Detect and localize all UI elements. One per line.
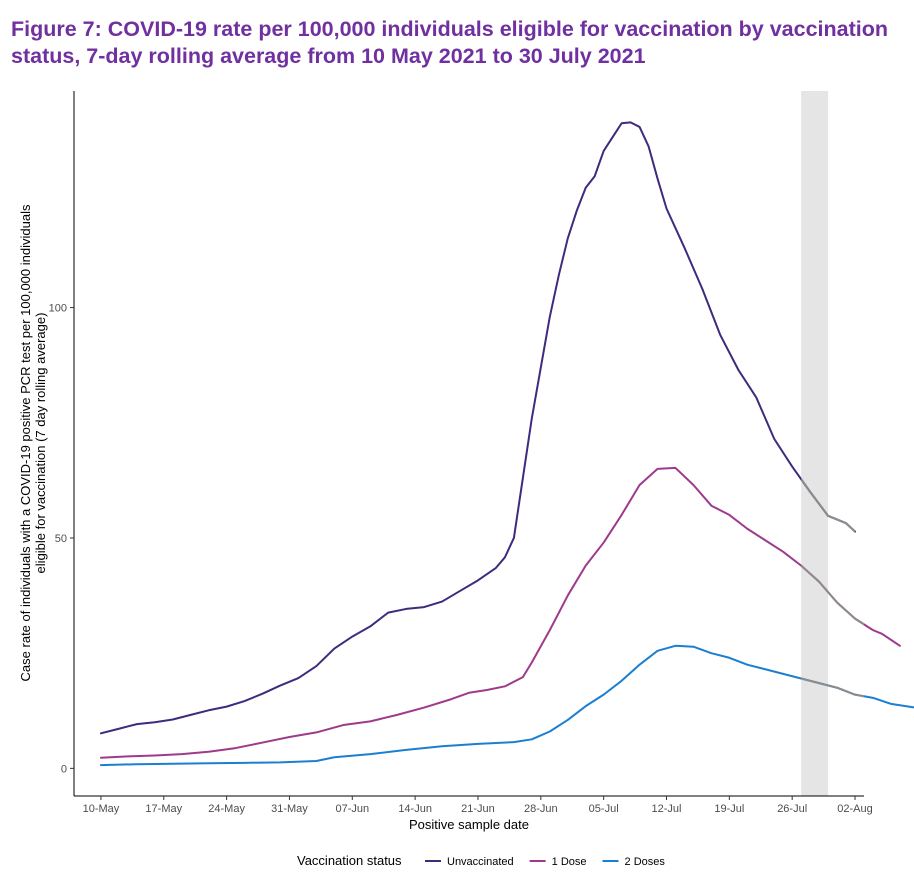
series-line-partial-2-doses	[801, 677, 865, 698]
x-tick-label: 07-Jun	[335, 803, 369, 815]
x-tick-label: 10-May	[83, 803, 120, 815]
x-axis-title: Positive sample date	[409, 817, 529, 832]
x-ticks: 10-May 17-May 24-May 31-May 07-Jun 14-Jun 21-J…	[83, 796, 873, 815]
legend-label-unvaccinated: Unvaccinated	[447, 856, 514, 868]
legend-label-2-doses: 2 Doses	[625, 856, 666, 868]
y-tick-label: 100	[49, 303, 67, 315]
x-tick-label: 21-Jun	[461, 803, 495, 815]
x-tick-label: 26-Jul	[777, 803, 807, 815]
y-axis-title-line1: Case rate of individuals with a COVID-19…	[18, 204, 33, 681]
x-tick-label: 02-Aug	[837, 803, 872, 815]
legend: Vaccination status Unvaccinated 1 Dose 2 D…	[297, 853, 665, 868]
shaded-period-rect	[801, 91, 829, 796]
series-line-1-dose	[99, 466, 901, 759]
shaded-overlay-lines	[801, 477, 865, 698]
x-tick-label: 05-Jul	[589, 803, 619, 815]
y-axis-title-line2: eligible for vaccination (7 day rolling …	[33, 313, 48, 574]
series-lines	[99, 121, 914, 767]
x-tick-label: 31-May	[271, 803, 308, 815]
shaded-period	[801, 91, 829, 796]
y-ticks: 0 50 100	[49, 303, 74, 775]
axes	[73, 91, 864, 797]
x-tick-label: 17-May	[145, 803, 182, 815]
x-tick-label: 19-Jul	[714, 803, 744, 815]
series-line-partial-1-dose	[801, 564, 865, 626]
legend-title: Vaccination status	[297, 853, 402, 868]
x-tick-label: 14-Jun	[398, 803, 432, 815]
x-tick-label: 24-May	[208, 803, 245, 815]
y-tick-label: 0	[61, 763, 67, 775]
legend-label-1-dose: 1 Dose	[552, 856, 587, 868]
chart-title: Figure 7: COVID-19 rate per 100,000 indi…	[11, 17, 889, 68]
y-tick-label: 50	[55, 533, 67, 545]
x-tick-label: 28-Jun	[524, 803, 558, 815]
x-tick-label: 12-Jul	[652, 803, 682, 815]
series-line-2-doses	[99, 644, 914, 767]
series-line-partial-unvaccinated	[801, 477, 856, 533]
series-line-unvaccinated	[99, 121, 857, 735]
